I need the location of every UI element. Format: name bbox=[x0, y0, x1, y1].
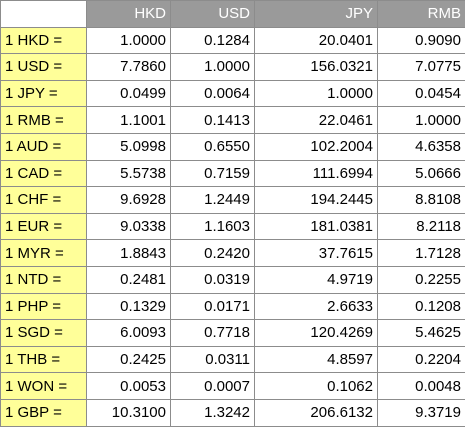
rate-cell-usd: 0.0319 bbox=[171, 266, 255, 293]
rate-cell-usd: 1.3242 bbox=[171, 399, 255, 426]
rate-cell-usd: 1.1603 bbox=[171, 213, 255, 240]
rate-cell-jpy: 4.9719 bbox=[255, 266, 378, 293]
rate-cell-hkd: 1.8843 bbox=[87, 240, 171, 267]
rate-cell-hkd: 10.3100 bbox=[87, 399, 171, 426]
rate-cell-jpy: 120.4269 bbox=[255, 320, 378, 347]
rate-cell-jpy: 37.7615 bbox=[255, 240, 378, 267]
row-label: 1 PHP = bbox=[1, 293, 87, 320]
row-label: 1 CAD = bbox=[1, 160, 87, 187]
rate-cell-hkd: 1.0000 bbox=[87, 27, 171, 54]
rate-cell-rmb: 0.2255 bbox=[378, 266, 465, 293]
rate-cell-hkd: 0.2425 bbox=[87, 346, 171, 373]
row-label: 1 HKD = bbox=[1, 27, 87, 54]
rate-cell-jpy: 2.6633 bbox=[255, 293, 378, 320]
rate-cell-jpy: 20.0401 bbox=[255, 27, 378, 54]
rate-cell-jpy: 0.1062 bbox=[255, 373, 378, 400]
row-label: 1 EUR = bbox=[1, 213, 87, 240]
rate-cell-hkd: 0.2481 bbox=[87, 266, 171, 293]
rate-cell-hkd: 0.0053 bbox=[87, 373, 171, 400]
rate-cell-jpy: 4.8597 bbox=[255, 346, 378, 373]
rate-cell-rmb: 0.9090 bbox=[378, 27, 465, 54]
rate-cell-jpy: 156.0321 bbox=[255, 54, 378, 81]
rate-cell-jpy: 194.2445 bbox=[255, 187, 378, 214]
row-label: 1 RMB = bbox=[1, 107, 87, 134]
row-label: 1 GBP = bbox=[1, 399, 87, 426]
header-row: HKD USD JPY RMB bbox=[1, 1, 465, 28]
row-label: 1 SGD = bbox=[1, 320, 87, 347]
rate-cell-jpy: 111.6994 bbox=[255, 160, 378, 187]
rate-cell-usd: 0.7718 bbox=[171, 320, 255, 347]
rate-cell-hkd: 6.0093 bbox=[87, 320, 171, 347]
rate-cell-rmb: 1.0000 bbox=[378, 107, 465, 134]
rate-cell-hkd: 5.5738 bbox=[87, 160, 171, 187]
rate-cell-usd: 0.0311 bbox=[171, 346, 255, 373]
row-label: 1 USD = bbox=[1, 54, 87, 81]
row-label: 1 WON = bbox=[1, 373, 87, 400]
rate-cell-hkd: 7.7860 bbox=[87, 54, 171, 81]
rate-cell-usd: 0.7159 bbox=[171, 160, 255, 187]
rate-cell-rmb: 0.2204 bbox=[378, 346, 465, 373]
row-label: 1 THB = bbox=[1, 346, 87, 373]
row-label: 1 MYR = bbox=[1, 240, 87, 267]
row-label: 1 AUD = bbox=[1, 133, 87, 160]
rate-cell-usd: 0.1413 bbox=[171, 107, 255, 134]
rate-cell-jpy: 206.6132 bbox=[255, 399, 378, 426]
column-header-hkd: HKD bbox=[87, 1, 171, 28]
rate-cell-jpy: 102.2004 bbox=[255, 133, 378, 160]
rate-cell-hkd: 9.6928 bbox=[87, 187, 171, 214]
rate-cell-hkd: 0.1329 bbox=[87, 293, 171, 320]
rate-cell-rmb: 1.7128 bbox=[378, 240, 465, 267]
rate-cell-usd: 0.0064 bbox=[171, 80, 255, 107]
rate-cell-hkd: 0.0499 bbox=[87, 80, 171, 107]
column-header-usd: USD bbox=[171, 1, 255, 28]
rate-cell-rmb: 0.1208 bbox=[378, 293, 465, 320]
corner-cell bbox=[1, 1, 87, 28]
rate-cell-rmb: 8.8108 bbox=[378, 187, 465, 214]
rate-cell-rmb: 9.3719 bbox=[378, 399, 465, 426]
rate-cell-usd: 0.0171 bbox=[171, 293, 255, 320]
rate-cell-jpy: 22.0461 bbox=[255, 107, 378, 134]
rate-cell-rmb: 5.4625 bbox=[378, 320, 465, 347]
rate-cell-hkd: 5.0998 bbox=[87, 133, 171, 160]
rate-cell-usd: 0.1284 bbox=[171, 27, 255, 54]
rate-cell-rmb: 5.0666 bbox=[378, 160, 465, 187]
rate-cell-jpy: 1.0000 bbox=[255, 80, 378, 107]
row-label: 1 JPY = bbox=[1, 80, 87, 107]
rate-cell-rmb: 0.0048 bbox=[378, 373, 465, 400]
rate-cell-hkd: 1.1001 bbox=[87, 107, 171, 134]
rate-cell-hkd: 9.0338 bbox=[87, 213, 171, 240]
rate-cell-usd: 0.2420 bbox=[171, 240, 255, 267]
rate-cell-rmb: 8.2118 bbox=[378, 213, 465, 240]
rate-cell-rmb: 4.6358 bbox=[378, 133, 465, 160]
row-label: 1 NTD = bbox=[1, 266, 87, 293]
rate-cell-jpy: 181.0381 bbox=[255, 213, 378, 240]
rate-cell-usd: 1.2449 bbox=[171, 187, 255, 214]
row-label: 1 CHF = bbox=[1, 187, 87, 214]
column-header-rmb: RMB bbox=[378, 1, 465, 28]
rate-cell-rmb: 0.0454 bbox=[378, 80, 465, 107]
rate-cell-usd: 1.0000 bbox=[171, 54, 255, 81]
rate-cell-usd: 0.6550 bbox=[171, 133, 255, 160]
column-header-jpy: JPY bbox=[255, 1, 378, 28]
rate-cell-rmb: 7.0775 bbox=[378, 54, 465, 81]
rate-cell-usd: 0.0007 bbox=[171, 373, 255, 400]
